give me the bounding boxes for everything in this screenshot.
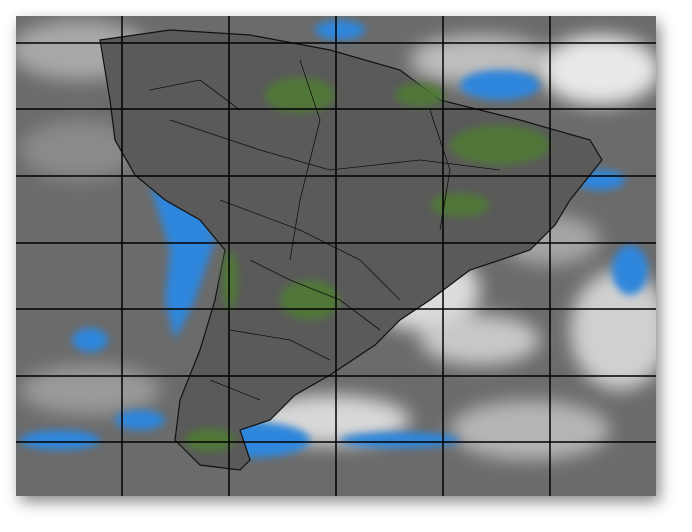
lat-lon-grid [16,16,656,496]
satellite-frame [16,16,656,496]
satellite-image [16,16,656,496]
borders [149,59,501,401]
vegetation [185,77,550,452]
